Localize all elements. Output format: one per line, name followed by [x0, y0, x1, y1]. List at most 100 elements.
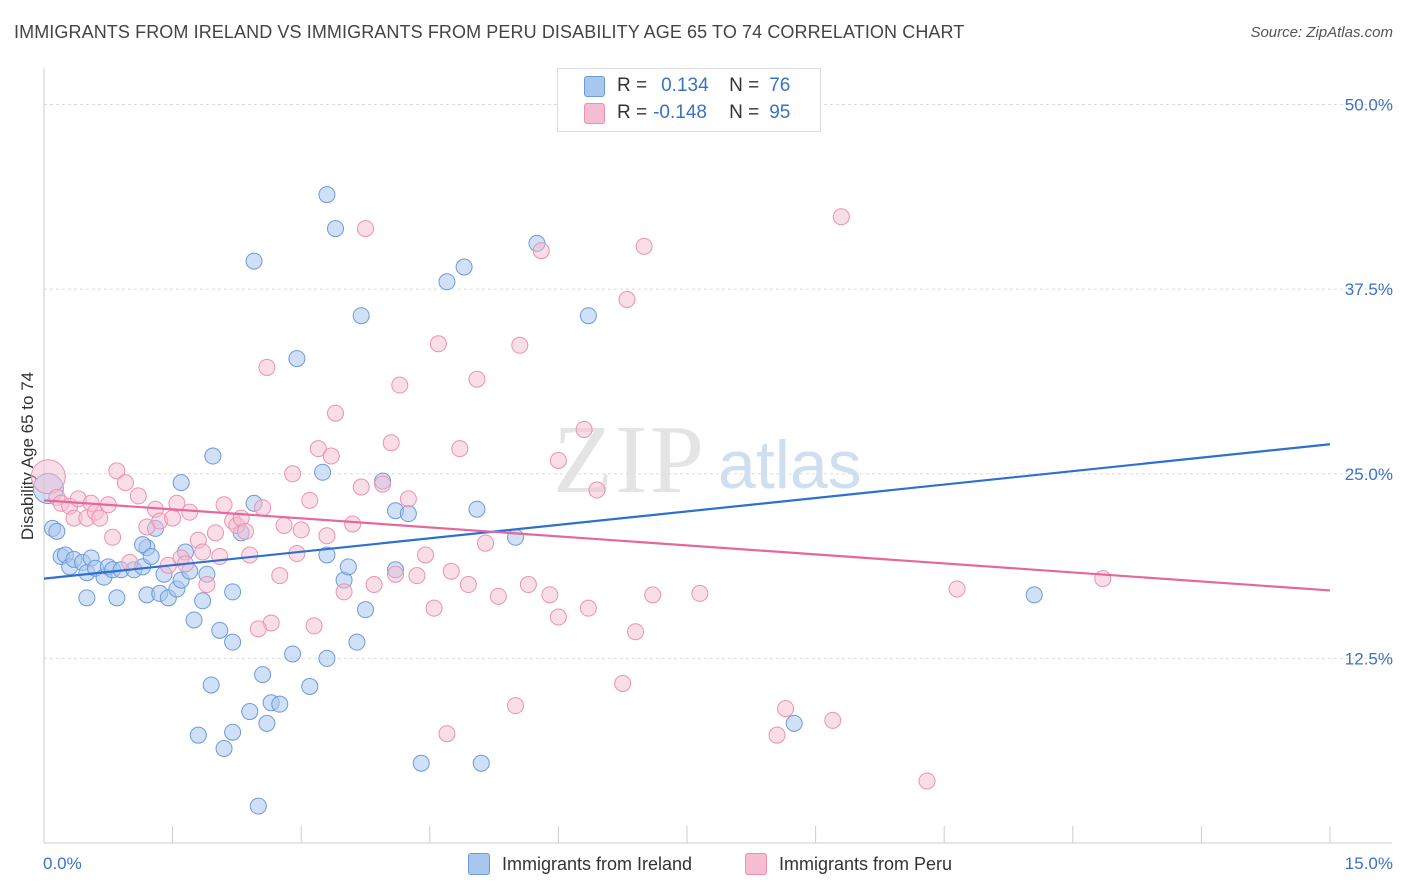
axes [43, 68, 1392, 844]
ireland-point [224, 723, 242, 741]
watermark: ZIP atlas [553, 406, 862, 514]
ireland-point [472, 754, 490, 772]
chart-title: IMMIGRANTS FROM IRELAND VS IMMIGRANTS FR… [14, 22, 965, 42]
peru-point [644, 586, 662, 604]
ireland-point [189, 726, 207, 744]
ireland-point [108, 589, 126, 607]
grid-lines [44, 104, 1392, 659]
peru-point [477, 534, 495, 552]
ireland-point [357, 601, 374, 619]
peru-point [691, 584, 709, 602]
ireland-point [271, 695, 289, 713]
peru-point [549, 608, 567, 626]
peru-point [194, 543, 212, 561]
peru-point [532, 242, 550, 260]
peru-point [374, 475, 392, 493]
legend-r-value-ireland: 0.134 [661, 75, 709, 96]
legend-r-value-peru: -0.148 [653, 102, 707, 123]
peru-point [541, 586, 559, 604]
ireland-point [399, 505, 417, 523]
ireland-point [241, 703, 259, 721]
legend-swatch-ireland [584, 75, 605, 97]
ireland-point [204, 447, 222, 465]
peru-point [451, 440, 469, 458]
ireland-point [215, 739, 233, 757]
peru-point [468, 370, 486, 388]
peru-point [824, 711, 842, 729]
peru-point [387, 565, 405, 583]
ireland-point [224, 633, 242, 651]
ireland-point [202, 676, 220, 694]
bottom-legend-swatch-peru [745, 853, 767, 875]
peru-point [399, 490, 417, 508]
ireland-point [468, 500, 486, 518]
peru-point [241, 546, 259, 564]
peru-point [168, 494, 186, 512]
peru-point [635, 237, 653, 255]
bottom-legend-label-ireland: Immigrants from Ireland [502, 853, 693, 874]
peru-point [344, 515, 362, 533]
peru-point [254, 499, 272, 517]
ireland-point [245, 252, 263, 270]
legend-row-peru: R = -0.148 N = 95 [584, 100, 790, 126]
peru-point [489, 587, 507, 605]
ireland-point [339, 558, 357, 576]
peru-point [832, 208, 850, 226]
ireland-point [455, 258, 473, 276]
peru-point [318, 527, 336, 545]
peru-point [357, 220, 374, 238]
peru-point [948, 580, 966, 598]
ireland-point [134, 536, 152, 554]
peru-point [309, 440, 327, 458]
ireland-trend-line [43, 443, 1331, 580]
ireland-point [142, 547, 160, 565]
ireland-point [318, 649, 336, 667]
ireland-point [288, 350, 306, 368]
source-label: Source: ZipAtlas.com [1250, 24, 1393, 41]
peru-point [108, 462, 126, 480]
legend-n-label: N = [729, 75, 760, 96]
bottom-legend-ireland: Immigrants from Ireland [468, 851, 692, 877]
watermark-zip: ZIP [553, 406, 706, 514]
y-tick-label: 25.0% [1345, 465, 1393, 484]
ireland-point [211, 621, 229, 639]
bottom-legend-swatch-ireland [468, 853, 490, 875]
peru-point [507, 697, 525, 715]
bottom-legend-peru: Immigrants from Peru [745, 851, 952, 877]
peru-point [777, 700, 795, 718]
ireland-point [78, 589, 96, 607]
legend-n-value-ireland: 76 [769, 75, 791, 96]
peru-point [618, 290, 636, 308]
legend-n-label: N = [729, 102, 760, 123]
ireland-point [258, 714, 276, 732]
peru-point [549, 451, 567, 469]
peru-point [164, 509, 182, 527]
correlation-legend: R = 0.134 N = 76 R = -0.148 N = 95 [557, 68, 821, 132]
peru-point [215, 496, 233, 514]
peru-point [292, 521, 310, 539]
peru-point [614, 674, 632, 692]
ireland-point [249, 797, 267, 815]
ireland-point [254, 666, 272, 684]
ireland-point [412, 754, 430, 772]
peru-point [305, 617, 323, 635]
peru-point [271, 567, 289, 585]
ireland-point [314, 463, 332, 481]
series-ireland-points [32, 186, 1043, 815]
peru-point [579, 599, 597, 617]
peru-trend-line [43, 499, 1331, 592]
peru-point [519, 576, 537, 594]
x-tick-label-min: 0.0% [43, 854, 82, 873]
bottom-legend-label-peru: Immigrants from Peru [779, 853, 953, 874]
ireland-point [185, 611, 203, 629]
y-tick-labels: 12.5% 25.0% 37.5% 50.0% [1345, 96, 1393, 669]
x-tick-label-max: 15.0% [1345, 854, 1393, 873]
legend-r-label: R = [617, 102, 648, 123]
peru-point [382, 434, 400, 452]
peru-point [442, 562, 460, 580]
watermark-atlas: atlas [718, 427, 862, 503]
ireland-point [579, 307, 597, 325]
peru-point [425, 599, 443, 617]
peru-point [408, 567, 426, 585]
peru-point [768, 726, 786, 744]
